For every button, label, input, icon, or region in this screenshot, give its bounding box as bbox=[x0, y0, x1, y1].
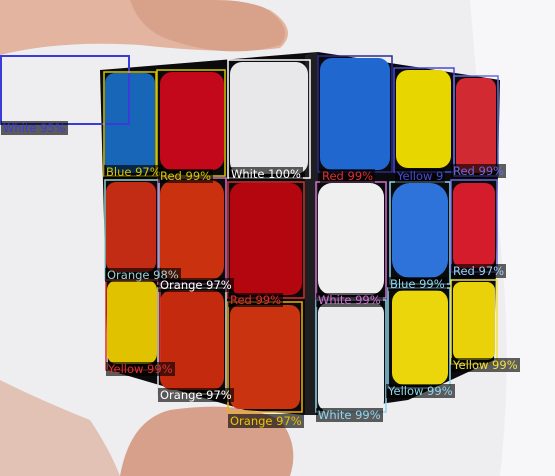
detection-label-orange: Orange 97% bbox=[158, 278, 234, 292]
detection-label-white: White 99% bbox=[316, 408, 383, 422]
detection-label-red: Red 99% bbox=[451, 164, 507, 178]
detection-label-red: Red 99% bbox=[228, 293, 284, 307]
detection-label-red: Red 97% bbox=[451, 264, 507, 278]
detection-label-orange: Orange 97% bbox=[158, 388, 234, 402]
detection-label-yellow: Yellow 99% bbox=[451, 358, 520, 372]
detection-label-orange: Orange 97% bbox=[228, 414, 304, 428]
detection-label-red: Red 99% bbox=[158, 169, 214, 183]
detection-label-white: White 99% bbox=[316, 293, 383, 307]
detection-label-blue: Blue 99% bbox=[388, 277, 447, 291]
detection-label-blue: Blue 97% bbox=[104, 165, 163, 179]
detection-label-yellow: Yellow 99% bbox=[106, 362, 175, 376]
detection-label-red: Red 99% bbox=[320, 169, 376, 183]
detection-label-yellow: Yellow 99% bbox=[386, 384, 455, 398]
detection-label-white-box: White 95% bbox=[1, 121, 68, 135]
detection-label-yellow: Yellow 9 bbox=[395, 169, 446, 183]
detection-label-white: White 100% bbox=[229, 167, 303, 181]
